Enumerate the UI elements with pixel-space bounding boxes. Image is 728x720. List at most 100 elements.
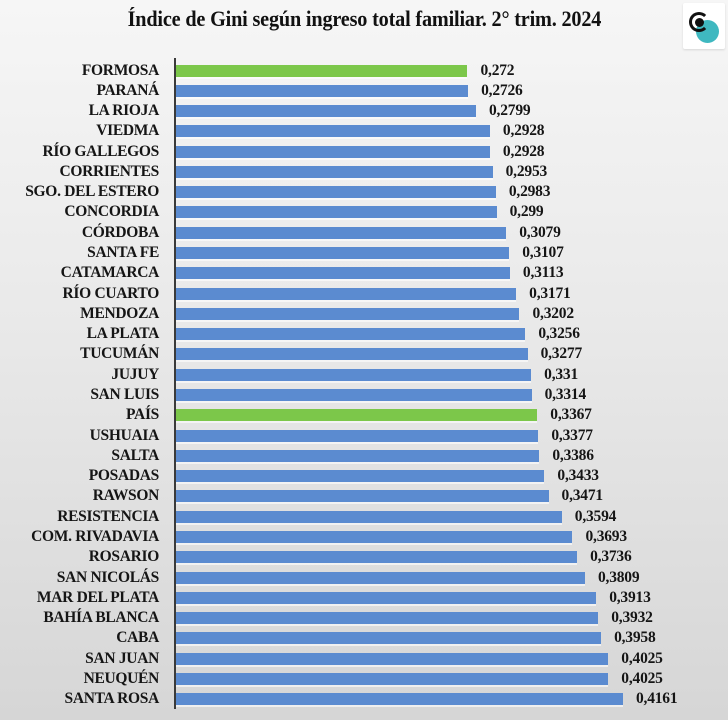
bar [176, 328, 526, 341]
chart-title: Índice de Gini según ingreso total famil… [0, 6, 728, 32]
value-label: 0,3202 [532, 304, 574, 322]
bar [176, 125, 490, 138]
bar-row: RÍO GALLEGOS 0,2928 [0, 142, 728, 162]
category-label: VIEDMA [96, 122, 159, 140]
bar-row: SANTA ROSA 0,4161 [0, 689, 728, 709]
value-label: 0,4025 [621, 669, 663, 687]
bar-row: ROSARIO 0,3736 [0, 547, 728, 567]
category-label: RESISTENCIA [57, 507, 159, 525]
bar-row: SGO. DEL ESTERO 0,2983 [0, 182, 728, 202]
category-label: POSADAS [88, 467, 160, 485]
bar [176, 206, 497, 219]
bar [176, 267, 510, 280]
bar-row: SALTA 0,3386 [0, 446, 728, 466]
category-label: USHUAIA [89, 426, 160, 444]
bar [176, 612, 599, 625]
bar [176, 490, 549, 503]
bar [176, 307, 520, 320]
bar [176, 530, 573, 543]
value-label: 0,3809 [597, 568, 640, 586]
bar-row: CABA 0,3958 [0, 628, 728, 648]
value-label: 0,4161 [635, 690, 678, 708]
value-label: 0,3277 [540, 345, 583, 363]
bar-row: SAN NICOLÁS 0,3809 [0, 568, 728, 588]
bar [176, 287, 517, 300]
value-label: 0,4025 [621, 649, 663, 667]
category-label: SAN NICOLÁS [56, 568, 160, 586]
value-label: 0,3594 [574, 507, 617, 525]
bar [176, 186, 496, 199]
value-label: 0,3736 [590, 548, 632, 566]
category-label: CATAMARCA [60, 264, 160, 282]
bar-row: SANTA FE 0,3107 [0, 243, 728, 263]
value-label: 0,3377 [551, 426, 593, 444]
value-label: 0,3913 [609, 588, 651, 606]
category-label: BAHÍA BLANCA [43, 609, 159, 627]
bar-row: BAHÍA BLANCA 0,3932 [0, 608, 728, 628]
bar [176, 591, 597, 604]
bar-row: NEUQUÉN 0,4025 [0, 669, 728, 689]
bar [176, 693, 623, 706]
category-label: PARANÁ [96, 81, 160, 99]
value-label: 0,3367 [550, 406, 592, 424]
category-label: RÍO GALLEGOS [42, 142, 159, 160]
bar-row: MAR DEL PLATA 0,3913 [0, 588, 728, 608]
bar-row: PARANÁ 0,2726 [0, 81, 728, 101]
bar-row: CORRIENTES 0,2953 [0, 162, 728, 182]
value-label: 0,3079 [519, 223, 561, 241]
bar-row: FORMOSA 0,272 [0, 61, 728, 81]
value-label: 0,299 [509, 203, 544, 221]
bar-row: SAN JUAN 0,4025 [0, 649, 728, 669]
category-label: COM. RIVADAVIA [31, 527, 159, 545]
bar [176, 632, 602, 645]
value-label: 0,2799 [489, 102, 531, 120]
bar [176, 429, 539, 442]
chart-title-text: Índice de Gini según ingreso total famil… [127, 6, 601, 31]
value-label: 0,2953 [505, 162, 548, 180]
category-label: LA PLATA [86, 325, 160, 343]
value-label: 0,272 [480, 61, 515, 79]
value-label: 0,2983 [508, 183, 551, 201]
category-label: JUJUY [111, 365, 159, 383]
bar-row: JUJUY 0,331 [0, 365, 728, 385]
bar [176, 571, 585, 584]
highlighted-bar [176, 409, 538, 422]
bar [176, 368, 532, 381]
bar [176, 652, 609, 665]
category-label: CONCORDIA [64, 203, 159, 221]
bar-row: LA PLATA 0,3256 [0, 324, 728, 344]
bar [176, 672, 609, 685]
bar-row: USHUAIA 0,3377 [0, 426, 728, 446]
bar-row: CONCORDIA 0,299 [0, 202, 728, 222]
category-label: TUCUMÁN [80, 345, 159, 363]
category-label: CÓRDOBA [81, 223, 159, 241]
category-label: ROSARIO [88, 548, 160, 566]
value-label: 0,3386 [552, 446, 594, 464]
magnifier-circle-logo-icon [683, 3, 725, 49]
bar [176, 470, 545, 483]
value-label: 0,3932 [611, 609, 653, 627]
bar [176, 84, 469, 97]
value-label: 0,3107 [522, 244, 564, 262]
category-label: SAN LUIS [90, 385, 159, 403]
value-label: 0,2928 [502, 122, 545, 140]
bar-row: RESISTENCIA 0,3594 [0, 507, 728, 527]
bar [176, 247, 510, 260]
bar-row: CATAMARCA 0,3113 [0, 263, 728, 283]
category-label: CABA [116, 629, 159, 647]
category-label: FORMOSA [81, 61, 159, 79]
category-label: SALTA [111, 446, 159, 464]
category-label: PAÍS [126, 406, 159, 424]
logo-ring [689, 12, 709, 32]
bar-row: TUCUMÁN 0,3277 [0, 344, 728, 364]
category-label: MENDOZA [80, 304, 159, 322]
logo-dot [695, 18, 704, 27]
bar [176, 510, 562, 523]
bar [176, 388, 532, 401]
category-label: SAN JUAN [85, 649, 159, 667]
value-label: 0,3958 [614, 629, 656, 647]
bar-row: LA RIOJA 0,2799 [0, 101, 728, 121]
bar [176, 165, 493, 178]
bar-row: VIEDMA 0,2928 [0, 121, 728, 141]
bar-row: RÍO CUARTO 0,3171 [0, 284, 728, 304]
